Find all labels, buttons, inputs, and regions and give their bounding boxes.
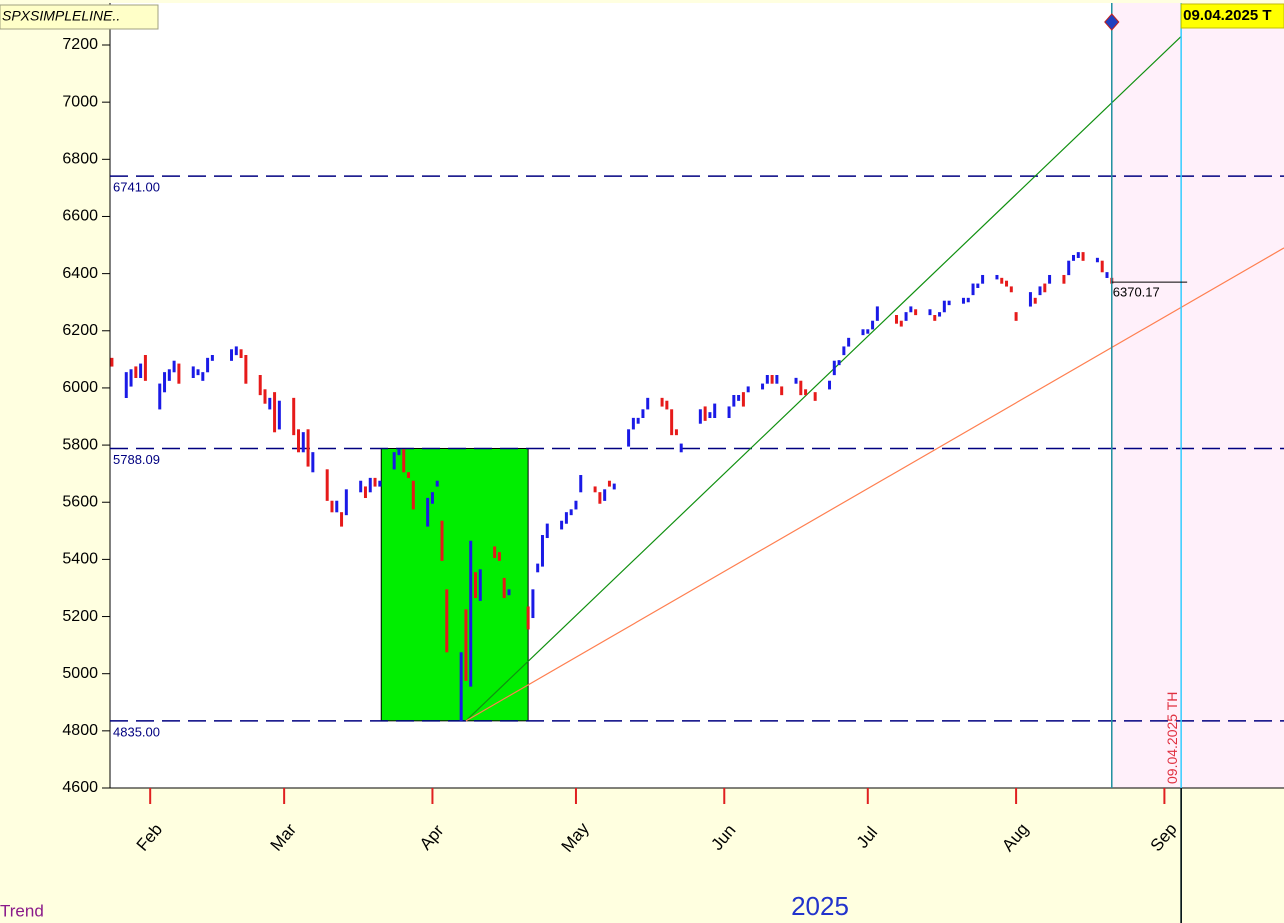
y-tick-label: 4800 bbox=[62, 722, 98, 739]
y-tick-label: 5800 bbox=[62, 436, 98, 453]
marker-diamond bbox=[1104, 13, 1120, 31]
highlight-box bbox=[380, 447, 529, 722]
last-price-label: 6370.17 bbox=[1113, 285, 1160, 300]
y-tick-label: 6600 bbox=[62, 208, 98, 225]
chart-title: SPXSIMPLELINE.. bbox=[2, 8, 120, 24]
y-tick-label: 4600 bbox=[62, 779, 98, 796]
level-label: 6741.00 bbox=[113, 180, 160, 195]
date-box-label: 09.04.2025 T bbox=[1183, 7, 1271, 24]
y-tick-label: 5600 bbox=[62, 493, 98, 510]
layer: 4600 4800 5000 5200 5400 5600 5800 6000 6200 6400… bbox=[62, 3, 1284, 923]
trend-line bbox=[465, 36, 1182, 722]
y-tick-label: 6400 bbox=[62, 265, 98, 282]
level-label: 5788.09 bbox=[113, 452, 160, 467]
y-tick-label: 6800 bbox=[62, 151, 98, 168]
future-region bbox=[1111, 3, 1284, 788]
y-tick-label: 6000 bbox=[62, 379, 98, 396]
y-tick-label: 6200 bbox=[62, 322, 98, 339]
trend-line bbox=[465, 247, 1284, 722]
plot-area bbox=[110, 3, 1284, 788]
date-box bbox=[1180, 3, 1284, 29]
footer-label: Trend bbox=[0, 901, 44, 920]
y-tick-label: 7000 bbox=[62, 93, 98, 110]
level-label: 4835.00 bbox=[113, 724, 160, 739]
y-tick-label: 7200 bbox=[62, 36, 98, 53]
x-axis-label: 2025 bbox=[791, 891, 849, 921]
date-marker: 09.04.2025 TH bbox=[1164, 692, 1180, 784]
title-box bbox=[0, 4, 159, 30]
y-tick-label: 5200 bbox=[62, 608, 98, 625]
y-tick-label: 5400 bbox=[62, 551, 98, 568]
y-tick-label: 5000 bbox=[62, 665, 98, 682]
